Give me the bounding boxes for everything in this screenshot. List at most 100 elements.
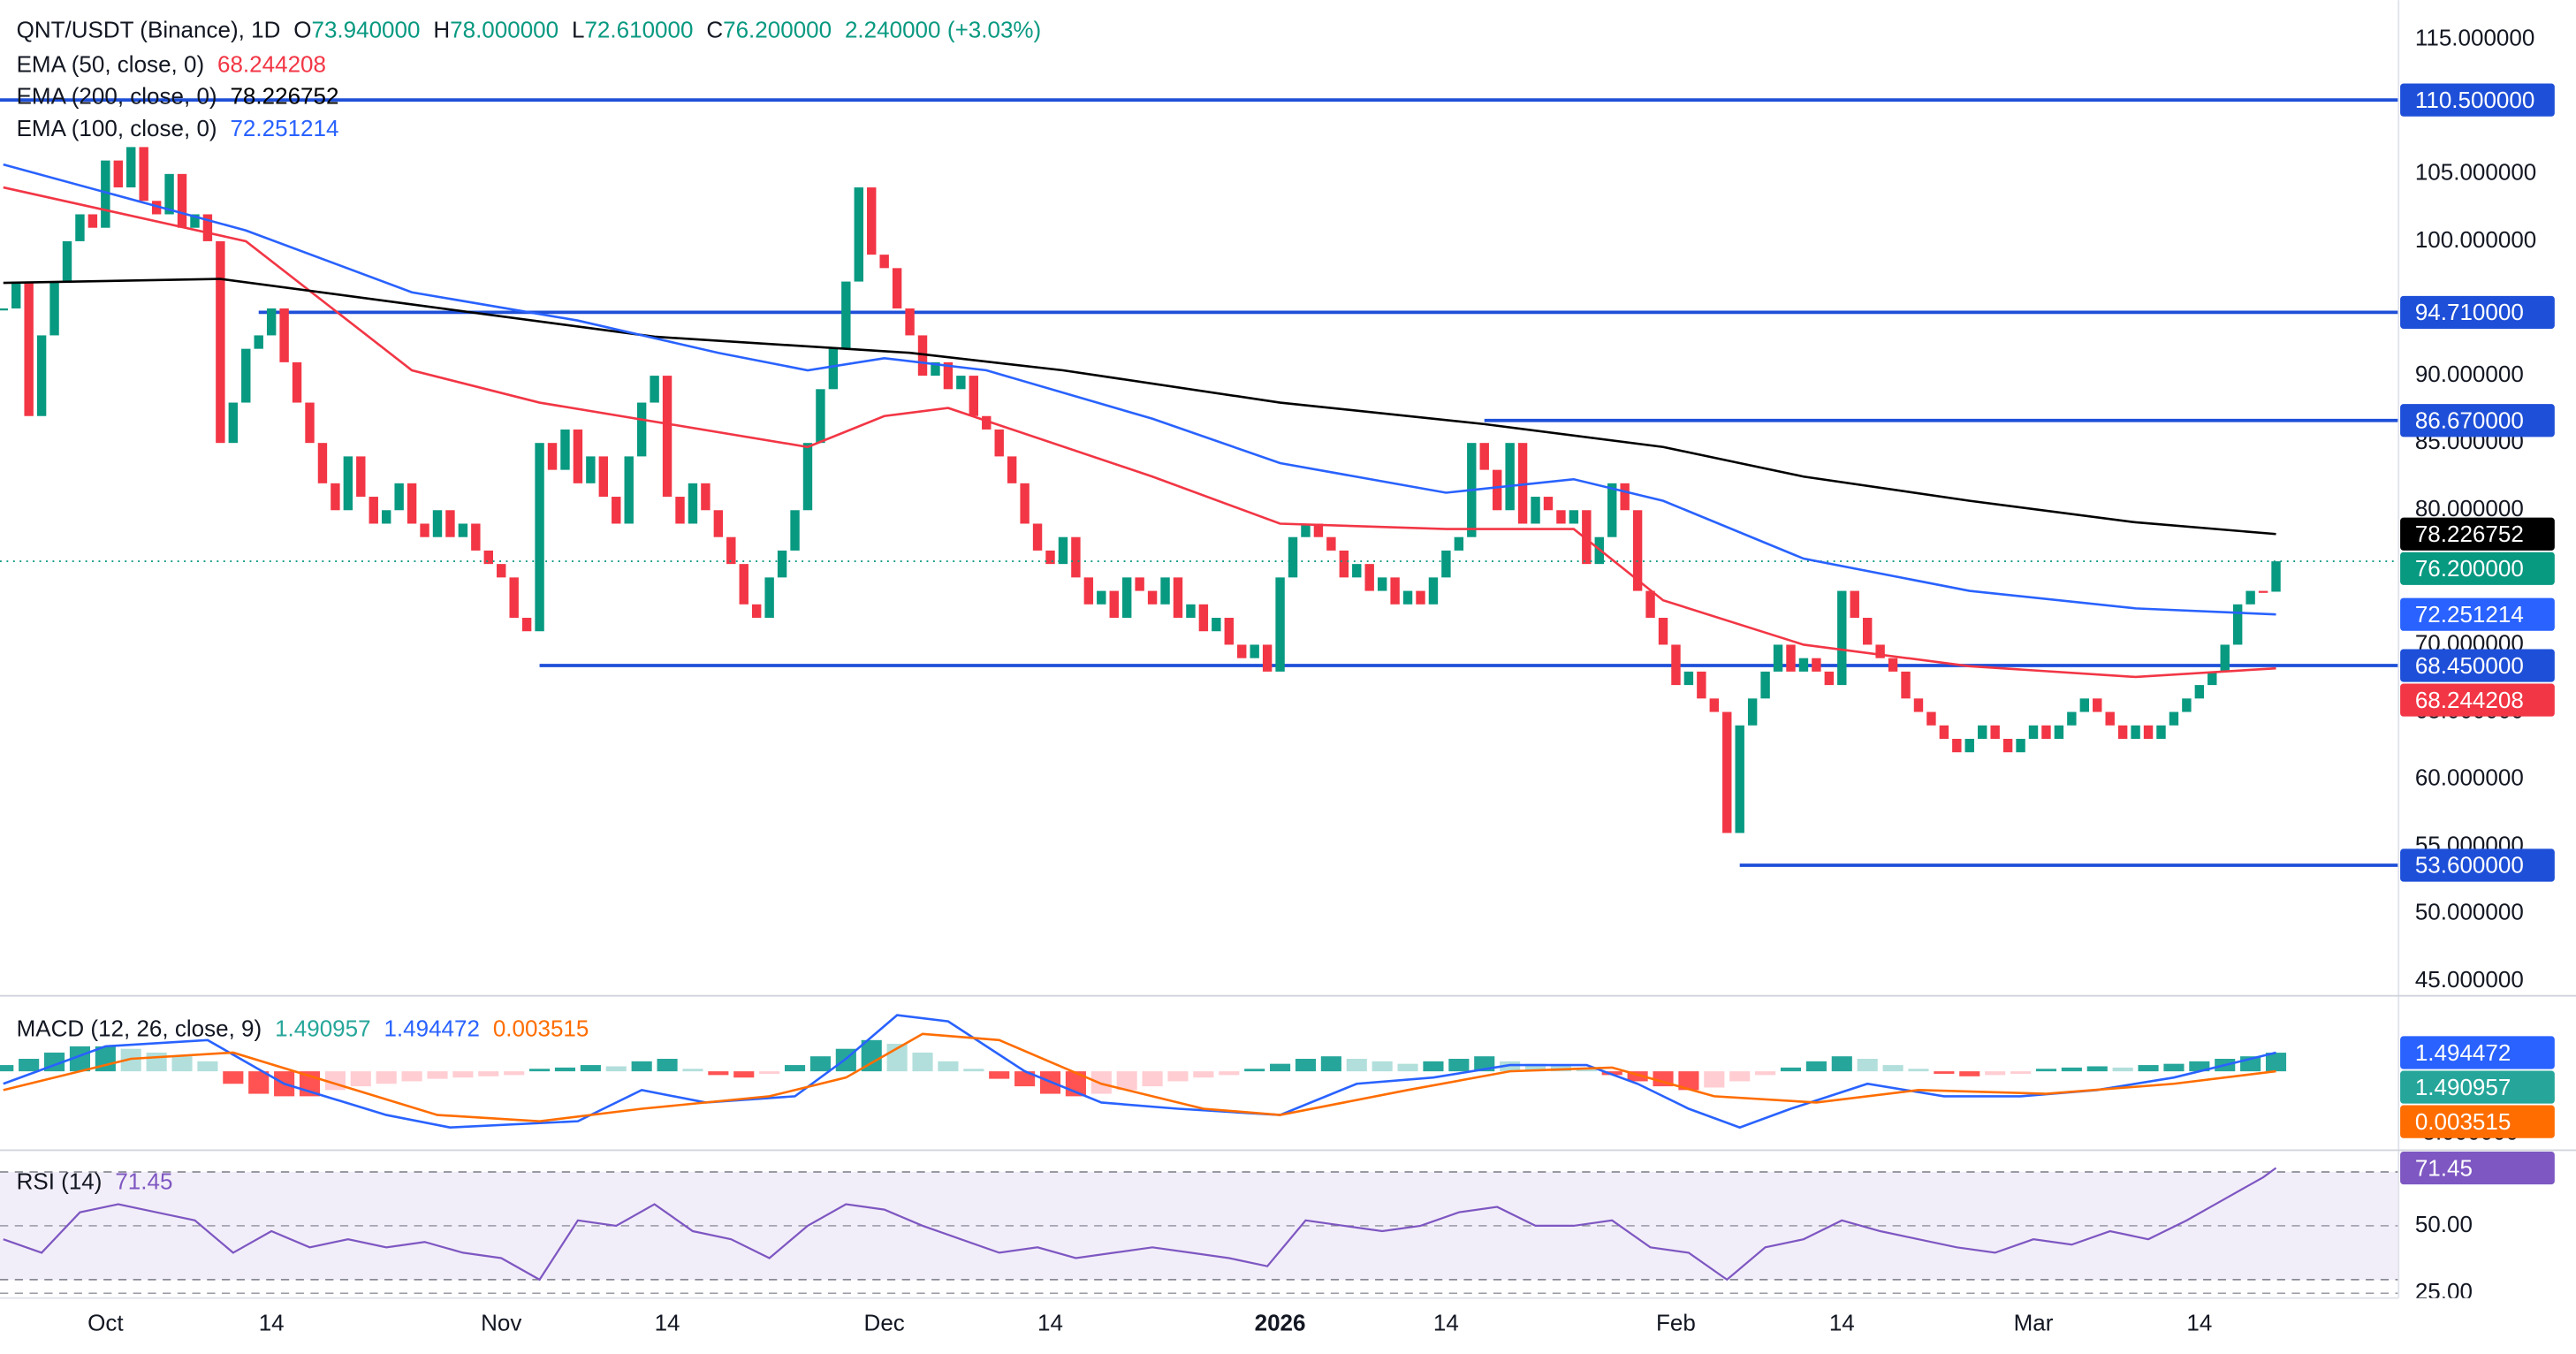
histogram-bar [1755,1071,1776,1076]
candle-body [1428,577,1439,605]
histogram-bar [401,1071,422,1082]
histogram-bar [809,1056,831,1072]
histogram-bar [2061,1067,2082,1072]
candle-body [867,187,877,255]
x-tick-label: Nov [481,1309,521,1335]
legend-name: MACD (12, 26, close, 9) [17,1016,262,1042]
price-badge [2400,597,2555,631]
legend: QNT/USDT (Binance), 1D O73.940000 H78.0000… [17,16,1042,1194]
candle-body [1607,483,1617,537]
histogram-bar [223,1071,244,1084]
candle-body [24,281,34,416]
histogram-bar [733,1071,755,1078]
histogram-bar [350,1071,371,1087]
histogram-bar [2189,1061,2210,1072]
y-tick-label: 80.000000 [2415,495,2524,521]
candle-body [2207,671,2217,686]
histogram-bar [2086,1066,2108,1072]
x-tick-label: 14 [1037,1309,1063,1335]
candle-body [662,376,672,498]
ohlc-value: 73.940000 [311,16,420,42]
header: QNT/USDT (Binance), 1D O73.940000 H78.0000… [17,16,1042,42]
histogram-bar [171,1056,193,1072]
legend-value: 71.45 [115,1168,172,1194]
histogram-bar [1219,1071,1240,1076]
candle-body [1326,536,1336,551]
x-tick-label: 2026 [1255,1309,1306,1335]
candle-body [1262,644,1273,672]
histogram-bar [2138,1065,2159,1072]
histogram-bar [1448,1059,1470,1072]
candle-body [1301,523,1311,537]
candle-body [1683,671,1694,686]
candle-body [1402,590,1413,605]
candle-body [726,536,736,565]
candle-body [1364,564,1374,591]
legend-name: EMA (100, close, 0) [17,115,217,141]
candle-body [624,456,634,524]
candle-body [969,376,979,416]
price-badge [2400,649,2555,682]
legend-name: RSI (14) [17,1168,103,1194]
macd-line [3,1014,2276,1130]
histogram-bar [631,1061,652,1072]
candle-body [509,577,519,619]
x-tick-label: 14 [1829,1309,1855,1335]
y-tick-label: 105.000000 [2415,159,2536,186]
candle-body [75,214,85,241]
histogram-bar [1270,1063,1291,1072]
candle-body [1990,725,2000,739]
candle-body [1812,658,1821,672]
y-tick-label: 50.00 [2415,1211,2473,1237]
candle-body [2067,711,2077,726]
histogram-bar [1423,1061,1444,1072]
ema-line [3,186,2276,679]
x-tick-label: Feb [1656,1309,1696,1335]
candle-body [1109,590,1119,619]
plot-area [0,98,2399,1294]
y-tick-label: 50.000000 [2415,899,2524,925]
rsi-line [3,1167,2277,1282]
change-percent: (+3.03%) [947,16,1041,42]
price-axis: 45.00000050.00000055.00000060.00000065.0… [2397,0,2576,1354]
ohlc-tag: H [433,16,450,42]
candle-body [1569,510,1579,524]
histogram-bar [1014,1071,1036,1087]
candle-body [331,483,340,511]
histogram-bar [2265,1053,2287,1072]
histogram-bar [1780,1067,1802,1072]
histogram-bar [580,1065,601,1072]
candle-body [1007,456,1017,483]
histogram-bar [120,1048,141,1072]
price-badge-label: 78.226752 [2415,521,2524,547]
price-badge [2400,683,2555,717]
candle-body [2079,698,2089,712]
histogram-bar [1500,1061,1521,1072]
histogram-bar [0,1065,14,1072]
candle-body [356,456,366,498]
candle-body [445,510,455,537]
ohlc-tag: C [706,16,723,42]
candle-body [2131,725,2140,739]
candle-body [1083,577,1094,605]
candle-body [1709,698,1720,712]
candle-body [381,510,391,524]
candle-body [2169,711,2179,726]
candle-body [1097,590,1106,605]
candle-body [1147,590,1158,605]
candle-body [369,497,378,524]
y-tick-label: 90.000000 [2415,361,2524,387]
candle-body [1798,658,1809,672]
candle-body [497,564,506,578]
price-badge [2400,551,2555,585]
histogram-bar [1372,1061,1393,1072]
candle-body [650,376,659,403]
rsi-legend: RSI (14) 71.45 [17,1168,173,1194]
candle-body [688,483,698,524]
candle-body [1173,577,1183,619]
candle-body [560,429,570,470]
candle-body [2194,685,2205,699]
histogram-bar [708,1071,729,1076]
x-tick-label: Mar [2014,1309,2054,1335]
